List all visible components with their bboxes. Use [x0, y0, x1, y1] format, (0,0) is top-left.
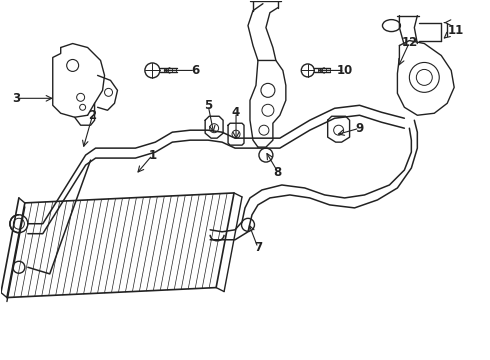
Text: 10: 10	[337, 64, 353, 77]
Text: 4: 4	[232, 106, 240, 119]
Text: 5: 5	[204, 99, 212, 112]
Text: 2: 2	[89, 109, 97, 122]
Text: 7: 7	[254, 241, 262, 254]
Text: 1: 1	[148, 149, 156, 162]
Text: 8: 8	[274, 166, 282, 179]
Text: 9: 9	[355, 122, 364, 135]
Text: 6: 6	[191, 64, 199, 77]
Text: 11: 11	[447, 24, 464, 37]
Text: 12: 12	[401, 36, 417, 49]
Text: 3: 3	[12, 92, 20, 105]
